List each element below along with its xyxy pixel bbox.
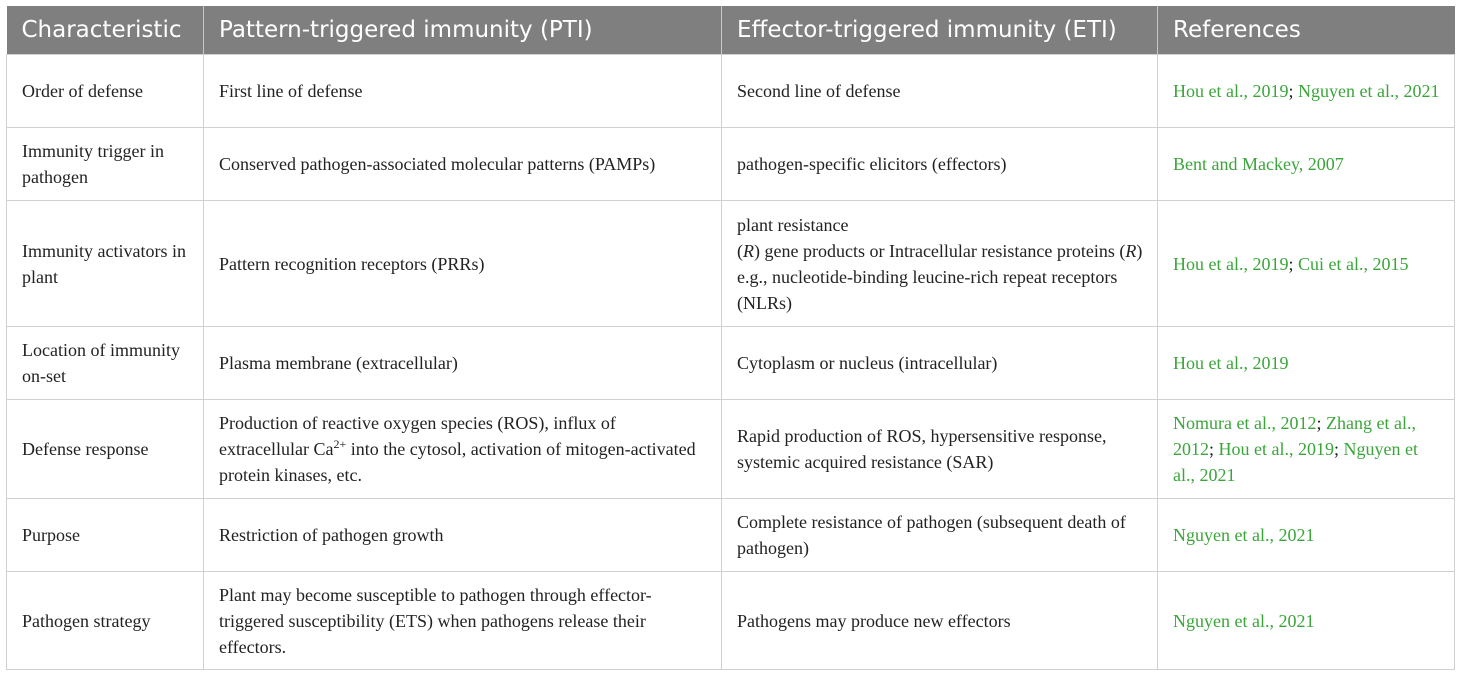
cell-eti: Cytoplasm or nucleus (intracellular) — [721, 326, 1158, 400]
eti-r-italic: R — [1125, 240, 1137, 261]
comparison-table-container: Characteristic Pattern-triggered immunit… — [6, 6, 1455, 670]
cell-eti: pathogen-specific elicitors (effectors) — [721, 127, 1158, 201]
reference-separator: ; — [1209, 439, 1215, 459]
reference-link[interactable]: Nguyen et al., 2021 — [1173, 439, 1418, 485]
cell-eti: Complete resistance of pathogen (subsequ… — [721, 498, 1158, 572]
reference-link[interactable]: Cui et al., 2015 — [1298, 253, 1409, 274]
cell-characteristic: Defense response — [6, 399, 204, 499]
cell-eti: Second line of defense — [721, 54, 1158, 128]
pti-text: into the cytosol, activation of mitogen-… — [219, 439, 696, 485]
superscript: 2+ — [333, 437, 347, 451]
reference-link[interactable]: Hou et al., 2019 — [1218, 439, 1334, 459]
cell-pti: Conserved pathogen-associated molecular … — [203, 127, 722, 201]
reference-link[interactable]: Nguyen et al., 2021 — [1173, 610, 1315, 631]
header-references: References — [1157, 6, 1455, 55]
reference-separator: ; — [1288, 81, 1294, 101]
reference-link[interactable]: Nomura et al., 2012 — [1173, 413, 1317, 433]
table-row: Immunity trigger in pathogen Conserved p… — [6, 127, 1455, 201]
reference-link[interactable]: Hou et al., 2019 — [1173, 353, 1289, 373]
cell-references: Hou et al., 2019 — [1157, 326, 1455, 400]
eti-text: e.g., nucleotide-binding leucine-rich re… — [737, 266, 1118, 313]
table-row: Purpose Restriction of pathogen growth C… — [6, 498, 1455, 572]
cell-pti: Restriction of pathogen growth — [203, 498, 722, 572]
pti-eti-comparison-table: Characteristic Pattern-triggered immunit… — [6, 6, 1455, 670]
header-characteristic: Characteristic — [6, 6, 204, 55]
cell-eti: plant resistance (R) gene products or Int… — [721, 200, 1158, 327]
header-pti: Pattern-triggered immunity (PTI) — [203, 6, 722, 55]
cell-references: Nomura et al., 2012; Zhang et al., 2012;… — [1157, 399, 1455, 499]
table-row: Defense response Production of reactive … — [6, 399, 1455, 499]
cell-pti: Pattern recognition receptors (PRRs) — [203, 200, 722, 327]
cell-pti: First line of defense — [203, 54, 722, 128]
table-row: Location of immunity on-set Plasma membr… — [6, 326, 1455, 400]
reference-link[interactable]: Nguyen et al., 2021 — [1298, 81, 1440, 101]
reference-link[interactable]: Bent and Mackey, 2007 — [1173, 154, 1344, 174]
reference-separator: ; — [1316, 413, 1322, 433]
cell-pti: Plasma membrane (extracellular) — [203, 326, 722, 400]
table-header-row: Characteristic Pattern-triggered immunit… — [6, 6, 1455, 55]
cell-references: Hou et al., 2019; Nguyen et al., 2021 — [1157, 54, 1455, 128]
cell-characteristic: Immunity trigger in pathogen — [6, 127, 204, 201]
cell-references: Nguyen et al., 2021 — [1157, 571, 1455, 670]
reference-link[interactable]: Hou et al., 2019 — [1173, 253, 1289, 274]
cell-pti: Production of reactive oxygen species (R… — [203, 399, 722, 499]
reference-link[interactable]: Nguyen et al., 2021 — [1173, 525, 1315, 545]
cell-references: Hou et al., 2019; Cui et al., 2015 — [1157, 200, 1455, 327]
pti-text: Production of reactive oxygen species (R… — [219, 413, 616, 459]
reference-link[interactable]: Zhang et al., 2012 — [1173, 413, 1416, 459]
cell-characteristic: Order of defense — [6, 54, 204, 128]
reference-separator: ; — [1334, 439, 1340, 459]
cell-references: Nguyen et al., 2021 — [1157, 498, 1455, 572]
cell-characteristic: Purpose — [6, 498, 204, 572]
cell-pti: Plant may become susceptible to pathogen… — [203, 571, 722, 670]
table-row: Immunity activators in plant Pattern rec… — [6, 200, 1455, 327]
eti-text: plant resistance — [737, 214, 849, 235]
cell-characteristic: Immunity activators in plant — [6, 200, 204, 327]
table-row: Order of defense First line of defense S… — [6, 54, 1455, 128]
cell-eti: Rapid production of ROS, hypersensitive … — [721, 399, 1158, 499]
cell-eti: Pathogens may produce new effectors — [721, 571, 1158, 670]
reference-separator: ; — [1288, 253, 1294, 274]
cell-characteristic: Location of immunity on-set — [6, 326, 204, 400]
cell-characteristic: Pathogen strategy — [6, 571, 204, 670]
eti-r-italic: R — [743, 240, 754, 261]
table-row: Pathogen strategy Plant may become susce… — [6, 571, 1455, 670]
reference-link[interactable]: Hou et al., 2019 — [1173, 81, 1289, 101]
header-eti: Effector-triggered immunity (ETI) — [721, 6, 1158, 55]
cell-references: Bent and Mackey, 2007 — [1157, 127, 1455, 201]
eti-text: gene products or Intracellular resistanc… — [764, 240, 1115, 261]
